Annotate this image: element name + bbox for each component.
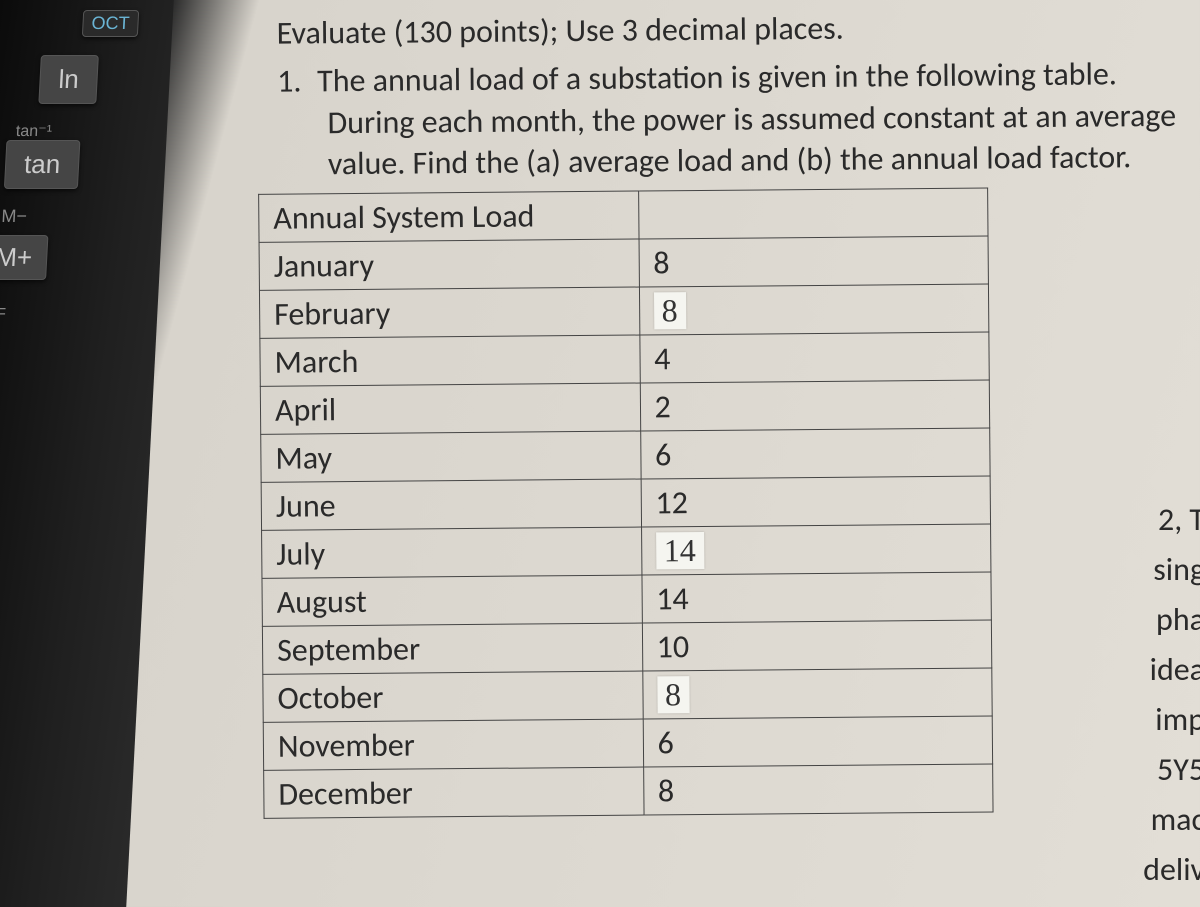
- table-row: December 8: [264, 764, 993, 818]
- calc-oct-button: OCT: [82, 10, 139, 37]
- calculator-edge: OCT ln tan⁻¹ tan M− M+ FF: [0, 0, 174, 907]
- instruction-text: Evaluate (130 points); Use 3 decimal pla…: [277, 6, 1197, 53]
- value-cell: 12: [641, 476, 991, 527]
- corrected-value: 8: [654, 292, 686, 329]
- cutoff-text: pha: [1156, 600, 1200, 639]
- month-cell: October: [263, 671, 643, 722]
- load-table: Annual System Load January 8 February 8 …: [258, 187, 993, 818]
- problem-number: 1.: [277, 60, 317, 102]
- problem-body: The annual load of a substation is given…: [317, 54, 1176, 183]
- table-header: Annual System Load: [259, 191, 639, 242]
- table-header-empty: [638, 188, 988, 239]
- value-cell: 14: [642, 572, 992, 623]
- table-row: September 10: [262, 620, 991, 674]
- month-cell: November: [263, 719, 643, 770]
- corrected-value: 14: [656, 532, 704, 569]
- month-cell: March: [260, 335, 640, 386]
- table-row: April 2: [260, 380, 989, 434]
- month-cell: May: [261, 431, 641, 482]
- value-cell: 14: [641, 524, 991, 575]
- calc-m-plus-button: M+: [0, 235, 48, 280]
- calc-ff-label: FF: [0, 300, 21, 330]
- month-cell: September: [262, 623, 642, 674]
- cutoff-text: deliv: [1143, 850, 1200, 889]
- table-row: March 4: [260, 332, 989, 386]
- value-cell: 8: [643, 764, 993, 815]
- month-cell: December: [264, 767, 644, 818]
- value-cell: 2: [640, 380, 990, 431]
- cutoff-text: 2, T: [1158, 500, 1200, 539]
- paper-content: Evaluate (130 points); Use 3 decimal pla…: [196, 0, 1200, 819]
- calc-tan-button: tan: [4, 140, 81, 189]
- cutoff-text: idea: [1150, 650, 1200, 689]
- table-row: October 8: [263, 668, 992, 722]
- table-row: February 8: [259, 284, 988, 338]
- table-row: July 14: [262, 524, 991, 578]
- month-cell: January: [259, 239, 639, 290]
- cutoff-text: mac: [1151, 800, 1200, 839]
- value-cell: 8: [639, 236, 989, 287]
- table-row: August 14: [262, 572, 991, 626]
- value-cell: 6: [640, 428, 990, 479]
- calc-ln-button: ln: [38, 55, 99, 104]
- value-cell: 8: [639, 284, 989, 335]
- problem-text: 1.The annual load of a substation is giv…: [327, 53, 1198, 185]
- month-cell: June: [261, 479, 641, 530]
- table-row: May 6: [261, 428, 990, 482]
- cutoff-text: 5Y5: [1157, 750, 1200, 789]
- cutoff-text: sing: [1153, 550, 1200, 589]
- value-cell: 4: [639, 332, 989, 383]
- cutoff-text: imp: [1155, 700, 1200, 739]
- calc-m-minus-label: M−: [0, 200, 42, 233]
- table-row: January 8: [259, 236, 988, 290]
- value-cell: 10: [642, 620, 992, 671]
- month-cell: August: [262, 575, 642, 626]
- table-row: June 12: [261, 476, 990, 530]
- value-cell: 8: [642, 668, 992, 719]
- value-cell: 6: [643, 716, 993, 767]
- table-row: November 6: [263, 716, 992, 770]
- month-cell: July: [262, 527, 642, 578]
- month-cell: April: [260, 383, 640, 434]
- month-cell: February: [259, 287, 639, 338]
- table-header-row: Annual System Load: [259, 188, 988, 242]
- corrected-value: 8: [657, 676, 689, 713]
